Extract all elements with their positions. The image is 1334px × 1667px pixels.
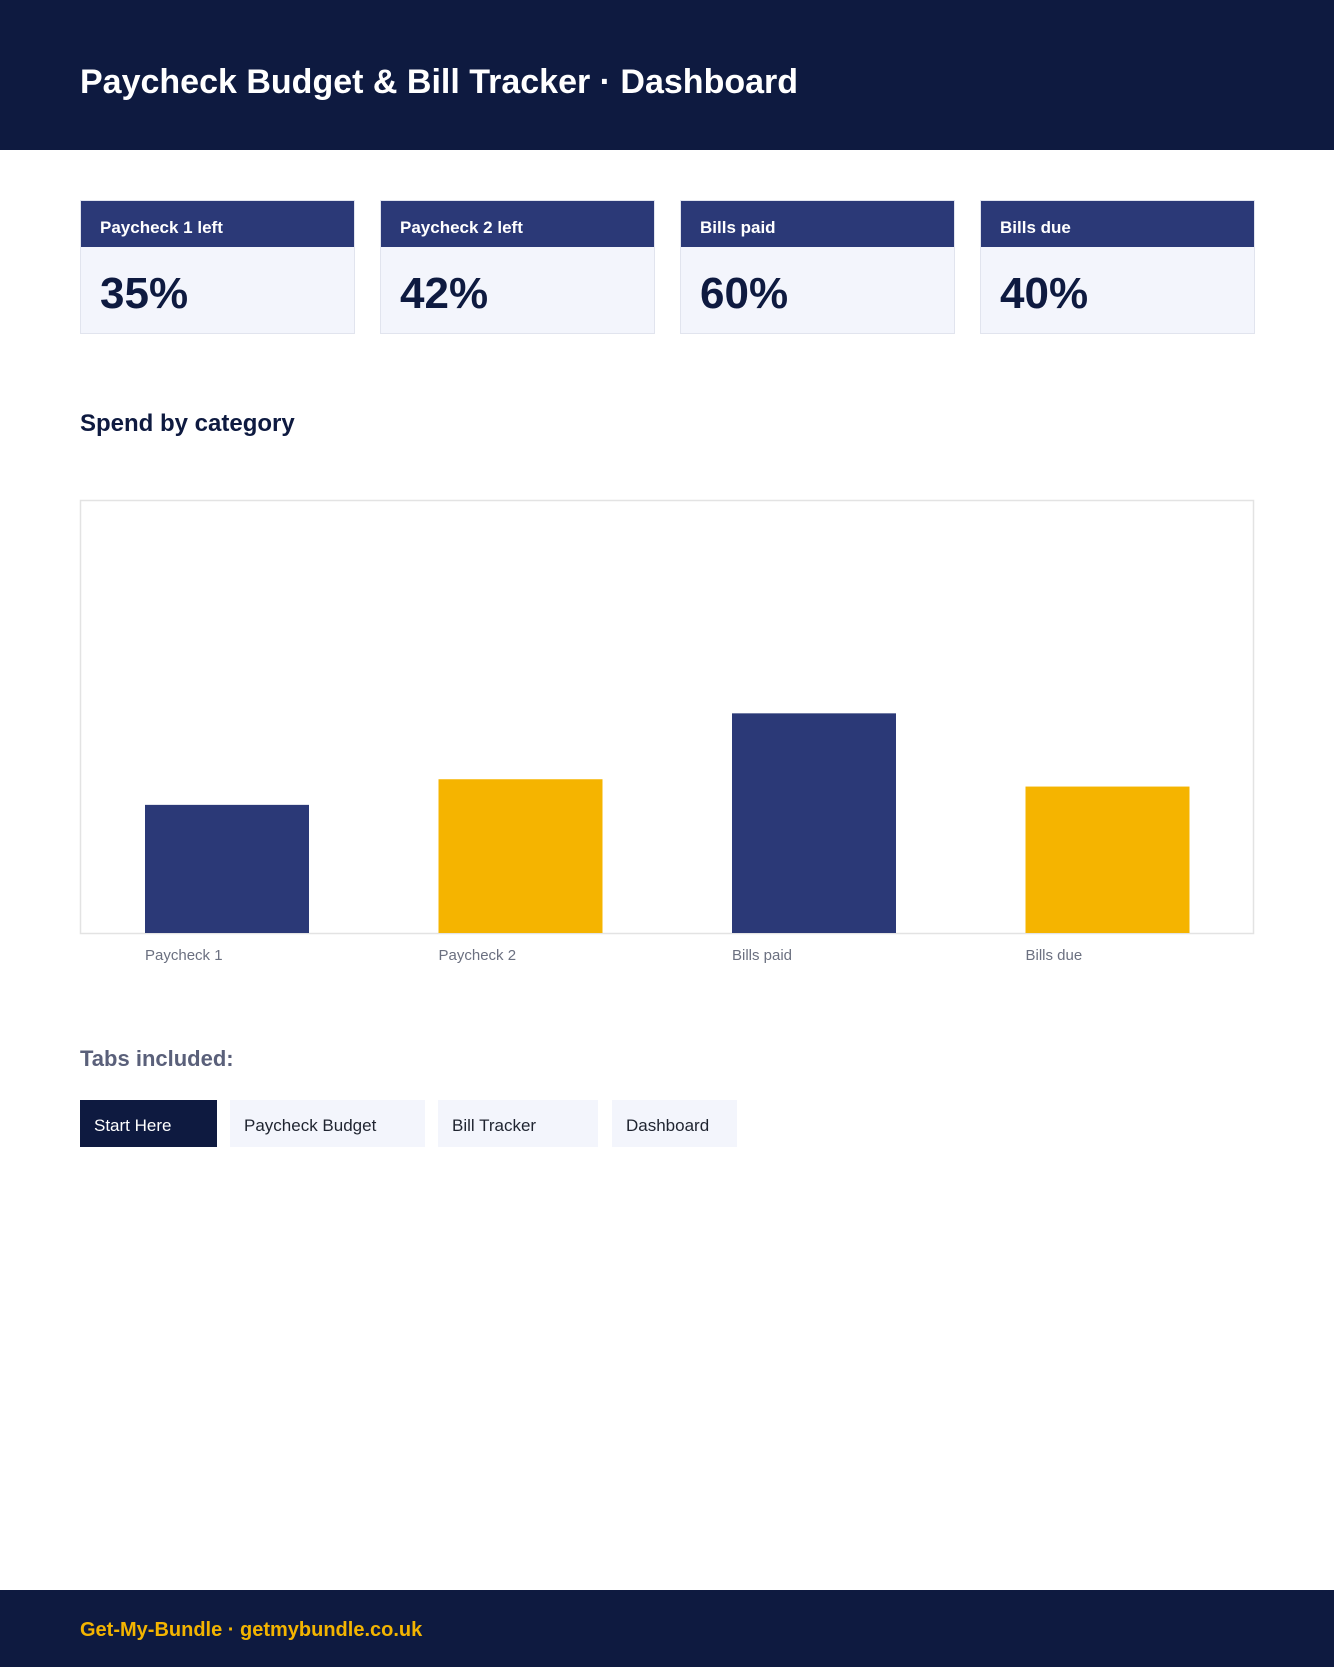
tab-dashboard[interactable]: Dashboard xyxy=(612,1100,737,1147)
tab-paycheck-budget[interactable]: Paycheck Budget xyxy=(230,1100,425,1147)
kpi-value: 42% xyxy=(400,269,489,318)
page-title: Paycheck Budget & Bill Tracker · Dashboa… xyxy=(80,63,799,101)
tab-bill-tracker[interactable]: Bill Tracker xyxy=(438,1100,598,1147)
tabs-title: Tabs included: xyxy=(80,1046,234,1071)
kpi-label: Bills paid xyxy=(681,201,954,247)
kpi-card-bills-paid: Bills paid 60% xyxy=(680,200,955,334)
section-title: Spend by category xyxy=(80,410,295,437)
kpi-value: 35% xyxy=(100,269,189,318)
spend-by-category-chart: Paycheck 1 Paycheck 2 Bills paid Bills due xyxy=(79,499,1255,964)
kpi-card-paycheck-1: Paycheck 1 left 35% xyxy=(80,200,355,334)
kpi-label: Paycheck 1 left xyxy=(81,201,354,247)
footer-brand: Get-My-Bundle · getmybundle.co.uk xyxy=(80,1619,423,1641)
kpi-value: 60% xyxy=(700,269,789,318)
kpi-card-bills-due: Bills due 40% xyxy=(980,200,1255,334)
kpi-label: Bills due xyxy=(981,201,1254,247)
x-tick-label: Bills paid xyxy=(732,947,792,964)
kpi-value: 40% xyxy=(1000,269,1089,318)
x-tick-label: Bills due xyxy=(1026,947,1083,964)
tab-start-here[interactable]: Start Here xyxy=(80,1100,217,1147)
x-tick-label: Paycheck 1 xyxy=(145,947,223,964)
header-bar: Paycheck Budget & Bill Tracker · Dashboa… xyxy=(0,0,1334,150)
bar-bills-due xyxy=(1025,786,1190,933)
bar-bills-paid xyxy=(732,713,896,933)
bar-paycheck-2 xyxy=(438,779,603,933)
footer-bar: Get-My-Bundle · getmybundle.co.uk xyxy=(0,1590,1334,1667)
x-tick-label: Paycheck 2 xyxy=(439,947,517,964)
kpi-label: Paycheck 2 left xyxy=(381,201,654,247)
bar-paycheck-1 xyxy=(145,804,309,933)
kpi-card-paycheck-2: Paycheck 2 left 42% xyxy=(380,200,655,334)
